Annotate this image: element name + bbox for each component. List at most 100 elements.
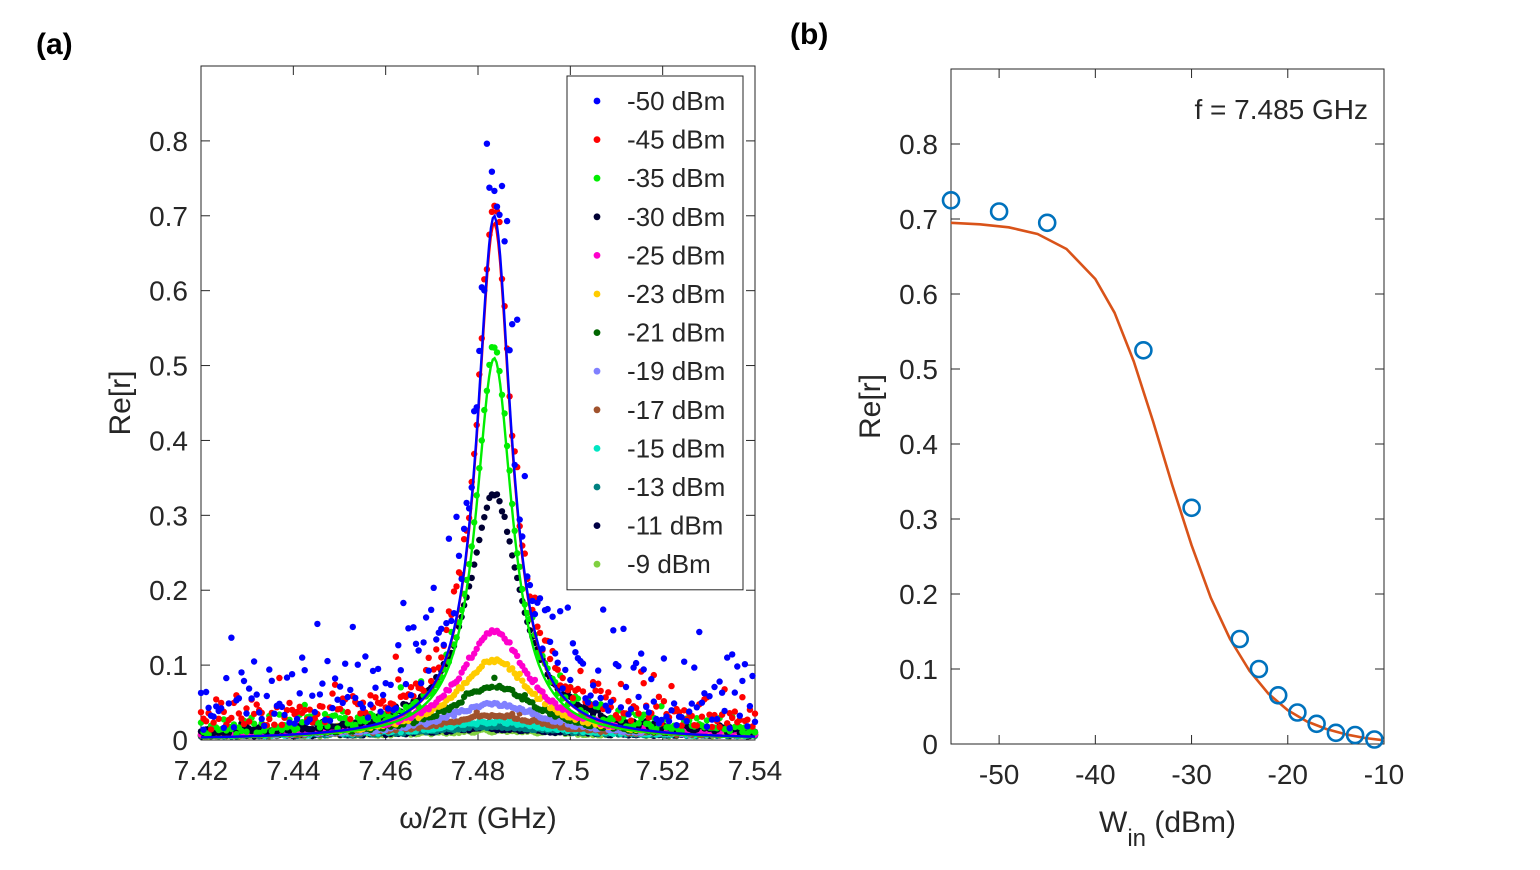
legend-entry: -19 dBm — [627, 356, 725, 386]
data-point — [506, 538, 513, 545]
data-point — [501, 238, 508, 245]
data-point — [574, 685, 582, 693]
data-point — [299, 719, 306, 726]
data-point — [486, 184, 493, 191]
data-point — [286, 719, 293, 726]
data-point — [293, 715, 301, 723]
data-point — [445, 535, 453, 542]
data-point — [552, 650, 559, 657]
y-axis-label: Re[r] — [104, 370, 137, 435]
panel-a: 7.42 7.44 7.46 7.48 7.5 7.52 7.54 0 0.1 0.2 0.3 0.4… — [104, 65, 782, 835]
data-point — [453, 583, 460, 590]
data-point — [296, 690, 303, 697]
data-point — [331, 681, 339, 688]
data-point — [235, 695, 243, 702]
data-point — [354, 661, 361, 668]
data-point — [397, 684, 404, 691]
data-point — [316, 691, 324, 698]
data-point — [344, 708, 351, 716]
legend-entry: -35 dBm — [627, 163, 725, 193]
data-point — [572, 649, 579, 656]
data-point — [627, 705, 635, 713]
data-point — [496, 218, 503, 226]
data-point — [632, 659, 640, 667]
data-point — [412, 640, 420, 647]
x-tick-label: 7.42 — [174, 755, 229, 786]
data-point — [501, 513, 508, 520]
data-point — [400, 599, 407, 607]
fit-line — [950, 221, 1385, 742]
data-point — [554, 666, 561, 673]
data-point — [369, 667, 377, 675]
data-point — [729, 651, 736, 658]
x-tick-label: -10 — [1364, 759, 1404, 790]
data-point — [296, 703, 303, 710]
data-point — [385, 705, 392, 712]
data-point — [678, 714, 685, 721]
data-point — [440, 692, 447, 699]
fit-line — [200, 213, 756, 739]
data-point — [321, 710, 329, 718]
data-point — [336, 683, 344, 690]
data-point — [271, 710, 278, 717]
data-point — [258, 715, 265, 723]
data-point — [514, 652, 521, 659]
data-point — [635, 720, 642, 727]
data-point — [319, 703, 326, 710]
legend-entry: -30 dBm — [627, 202, 725, 232]
data-point — [276, 674, 283, 682]
data-point — [402, 680, 410, 688]
data-point — [218, 699, 225, 707]
data-point — [579, 688, 587, 695]
data-point — [238, 669, 245, 676]
data-point — [420, 687, 427, 694]
data-point — [263, 692, 270, 700]
data-point — [516, 670, 523, 678]
data-point — [536, 629, 544, 637]
data-point — [665, 717, 673, 725]
data-point — [283, 674, 291, 681]
data-point — [331, 712, 339, 719]
data-point — [205, 704, 212, 711]
data-point — [433, 646, 440, 653]
data-point — [235, 710, 243, 717]
data-point — [1288, 703, 1307, 722]
data-point — [299, 654, 306, 661]
data-point — [306, 706, 313, 713]
data-point — [506, 639, 513, 646]
data-point — [658, 703, 665, 710]
data-point — [397, 667, 404, 674]
data-point — [430, 584, 437, 591]
data-point — [250, 658, 258, 665]
data-point — [438, 654, 445, 661]
data-point — [329, 704, 336, 712]
data-point — [617, 680, 625, 688]
data-point — [511, 564, 518, 571]
x-tick-label: -40 — [1075, 759, 1115, 790]
data-point — [698, 699, 706, 706]
data-point — [681, 658, 688, 665]
data-point — [736, 712, 743, 719]
x-tick-label: -20 — [1268, 759, 1308, 790]
data-point — [721, 707, 728, 715]
data-point — [395, 676, 402, 683]
data-point — [691, 664, 698, 671]
data-point — [326, 717, 334, 724]
data-point — [202, 688, 210, 696]
legend-marker — [593, 367, 601, 375]
data-point — [402, 703, 410, 710]
data-point — [417, 680, 425, 687]
legend-marker — [593, 97, 601, 105]
data-point — [493, 349, 501, 356]
data-point — [673, 722, 680, 729]
data-point — [751, 718, 759, 725]
y-tick-label: 0.2 — [899, 579, 938, 610]
data-point — [529, 699, 536, 706]
y-tick-label: 0.4 — [149, 425, 188, 456]
data-point — [453, 513, 460, 520]
data-point — [405, 625, 412, 632]
data-point — [731, 708, 738, 715]
data-point — [450, 610, 458, 617]
data-point — [352, 721, 359, 729]
